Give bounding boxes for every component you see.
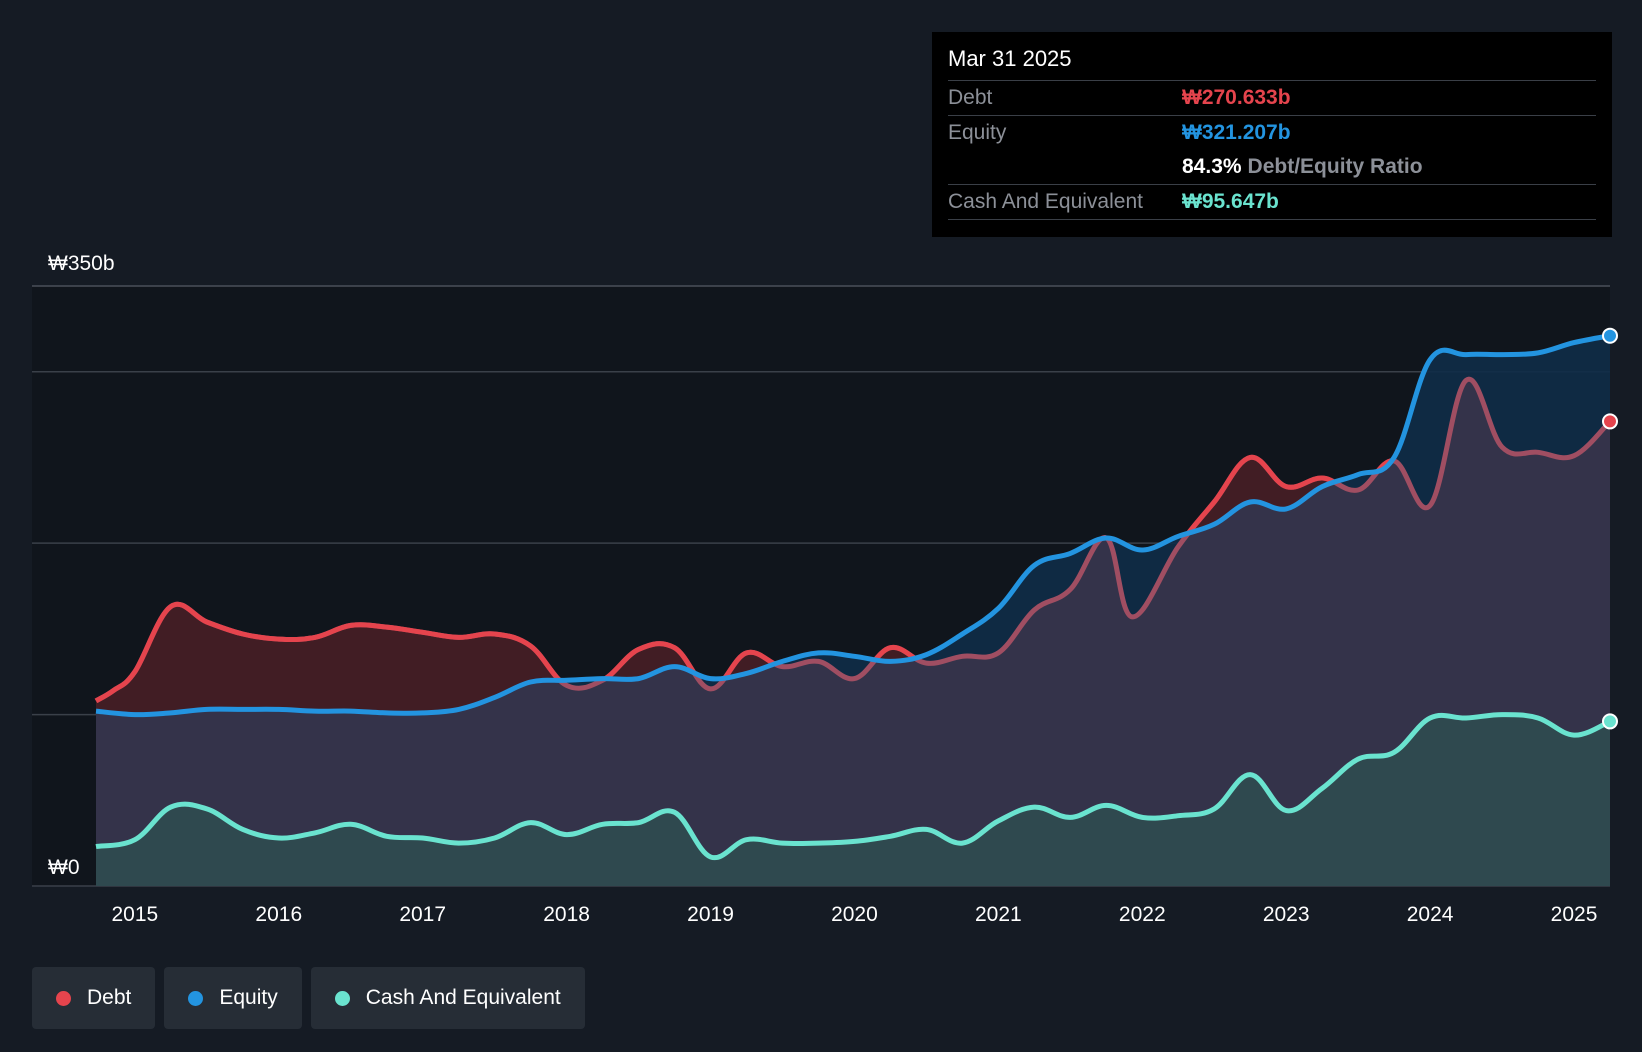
series-end-markers bbox=[1602, 327, 1618, 730]
tooltip-ratio-value: 84.3% bbox=[1182, 155, 1242, 178]
x-tick-label-2021: 2021 bbox=[975, 903, 1022, 926]
y-tick-label-350: ₩350b bbox=[48, 252, 115, 275]
tooltip-panel: Mar 31 2025 Debt ₩270.633b Equity ₩321.2… bbox=[932, 32, 1612, 237]
end-marker-equity[interactable] bbox=[1602, 327, 1618, 344]
tooltip-date: Mar 31 2025 bbox=[948, 44, 1596, 81]
legend-label-debt: Debt bbox=[87, 986, 132, 1009]
legend-item-debt[interactable]: Debt bbox=[32, 967, 156, 1029]
legend-dot-debt-icon bbox=[56, 990, 71, 1006]
tooltip-ratio-spacer bbox=[948, 150, 1182, 184]
tooltip-debt-value: ₩270.633b bbox=[1182, 86, 1291, 109]
series-lines bbox=[94, 333, 1612, 861]
legend-item-equity[interactable]: Equity bbox=[164, 967, 302, 1029]
x-tick-label-2018: 2018 bbox=[543, 903, 590, 926]
legend-dot-equity-icon bbox=[188, 990, 204, 1006]
tooltip-debt-label: Debt bbox=[948, 86, 993, 109]
equity-line bbox=[95, 333, 1611, 718]
cash-line bbox=[95, 712, 1612, 861]
x-tick-label-2015: 2015 bbox=[111, 903, 158, 926]
overlap-area bbox=[96, 379, 1610, 886]
x-tick-label-2024: 2024 bbox=[1407, 903, 1454, 926]
legend-label-cash: Cash And Equivalent bbox=[365, 986, 561, 1009]
tooltip-row-debt: Debt ₩270.633b bbox=[948, 81, 1596, 116]
legend-label-equity: Equity bbox=[219, 986, 278, 1009]
x-tick-label-2022: 2022 bbox=[1119, 903, 1166, 926]
tooltip-cash-label: Cash And Equivalent bbox=[948, 190, 1143, 213]
tooltip-equity-value: ₩321.207b bbox=[1182, 121, 1291, 144]
x-tick-label-2020: 2020 bbox=[831, 903, 878, 926]
y-tick-label-0: ₩0 bbox=[48, 856, 80, 879]
end-marker-cash[interactable] bbox=[1602, 713, 1618, 730]
tooltip-row-ratio: 84.3% Debt/Equity Ratio bbox=[948, 150, 1596, 185]
tooltip-row-equity: Equity ₩321.207b bbox=[948, 116, 1596, 150]
tooltip-equity-label: Equity bbox=[948, 121, 1007, 144]
axes: ₩350b ₩0 2015 2016 2017 2018 2019 2020 2021 2022 2… bbox=[48, 252, 1597, 926]
chart-legend: Debt Equity Cash And Equivalent bbox=[32, 967, 585, 1029]
legend-item-cash[interactable]: Cash And Equivalent bbox=[310, 967, 585, 1029]
x-tick-label-2017: 2017 bbox=[399, 903, 446, 926]
x-tick-label-2023: 2023 bbox=[1263, 903, 1310, 926]
x-tick-label-2016: 2016 bbox=[255, 903, 302, 926]
end-marker-debt[interactable] bbox=[1602, 413, 1618, 430]
tooltip-ratio-label: Debt/Equity Ratio bbox=[1247, 155, 1423, 178]
overlap-area-group bbox=[96, 379, 1610, 886]
x-tick-label-2019: 2019 bbox=[687, 903, 734, 926]
legend-dot-cash-icon bbox=[334, 990, 350, 1006]
x-tick-label-2025: 2025 bbox=[1551, 903, 1598, 926]
tooltip-cash-value: ₩95.647b bbox=[1182, 190, 1279, 213]
tooltip-row-cash: Cash And Equivalent ₩95.647b bbox=[948, 185, 1596, 220]
